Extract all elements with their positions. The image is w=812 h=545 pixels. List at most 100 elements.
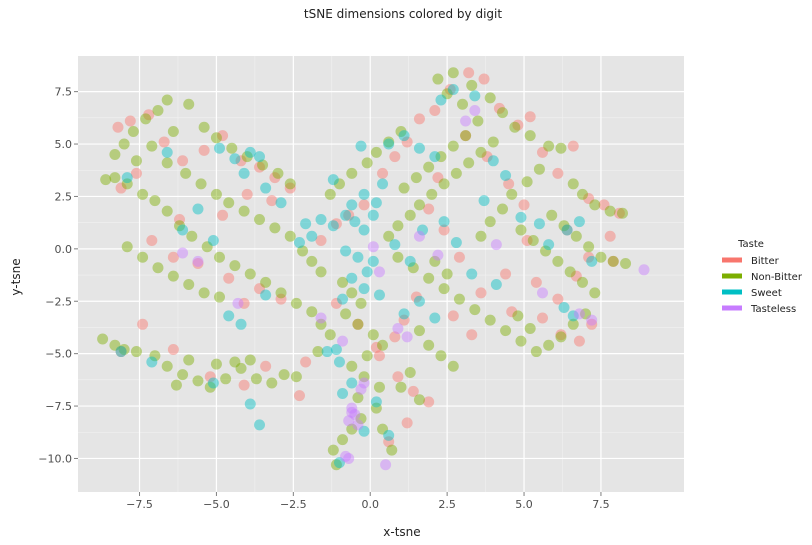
non-bitter-point [352,392,364,404]
sweet-point [429,312,441,324]
non-bitter-point [253,214,265,225]
bitter-point [401,417,413,429]
non-bitter-point [241,151,253,163]
bitter-point [583,193,595,205]
non-bitter-point [407,262,419,274]
tasteless-point [340,450,352,462]
bitter-point [423,396,435,408]
non-bitter-point [174,220,186,232]
sweet-point [244,146,256,158]
tasteless-point [192,255,204,267]
non-bitter-point [438,283,450,295]
non-bitter-point [558,220,570,232]
sweet-point [389,239,401,251]
tasteless-point [177,247,189,259]
sweet-point [306,230,318,242]
non-bitter-point [284,230,296,242]
non-bitter-point [250,373,262,385]
sweet-point [573,216,585,228]
non-bitter-point [370,402,382,414]
non-bitter-point [204,381,216,393]
non-bitter-point [235,362,247,374]
bitter-point [358,199,370,211]
non-bitter-point [413,325,425,337]
bitter-point [300,356,312,368]
bitter-point [253,283,265,295]
tasteless-point [638,264,650,276]
plot-panel [78,56,684,492]
bitter-point [478,73,490,85]
x-axis: −7.5 −5.0 −2.5 0.0 2.5 5.0 7.5 [126,492,610,511]
non-bitter-point [340,308,352,320]
y-tick-label: −7.5 [45,400,72,413]
sweet-point [223,310,235,322]
tasteless-point [343,452,355,464]
x-axis-title: x-tsne [383,525,420,539]
non-bitter-point [423,339,435,351]
non-bitter-point [521,176,533,188]
non-bitter-point [214,291,226,303]
bitter-point [573,335,585,347]
bitter-point [447,310,459,322]
non-bitter-point [423,272,435,284]
sweet-point [330,343,342,355]
sweet-point [500,169,512,181]
non-bitter-point [404,209,416,221]
sweet-point [429,151,441,163]
non-bitter-point [195,178,207,190]
bitter-point [493,102,505,114]
non-bitter-point [435,151,447,163]
bitter-point [567,140,579,152]
non-bitter-point [616,207,628,219]
non-bitter-point [377,423,389,435]
bitter-point [392,371,404,383]
non-bitter-point [392,220,404,232]
non-bitter-point [109,172,121,184]
sweet-point [337,387,349,399]
bitter-point [269,172,281,184]
bitter-point [506,306,518,318]
non-bitter-point [524,130,536,142]
sweet-point [373,289,385,301]
bitter-point [521,234,533,246]
bitter-point [158,136,170,148]
bitter-point [217,209,229,221]
y-axis: −10.0 −7.5 −5.0 −2.5 0.0 2.5 5.0 7.5 [38,86,78,465]
non-bitter-point [441,268,453,280]
sweet-point [438,216,450,228]
non-bitter-point [509,121,521,133]
non-bitter-point [426,188,438,200]
non-bitter-point [118,138,130,150]
non-bitter-point [186,230,198,242]
non-bitter-point [589,287,601,299]
non-bitter-point [290,297,302,309]
bitter-point [124,115,136,127]
legend-title: Taste [737,239,764,250]
non-bitter-point [555,142,567,154]
non-bitter-point [337,276,349,288]
sweet-point [346,272,358,284]
non-bitter-point [361,157,373,169]
sweet-point [383,138,395,150]
y-tick-label: 7.5 [55,86,73,99]
non-bitter-point [161,157,173,169]
sweet-point [358,425,370,437]
non-bitter-point [524,323,536,334]
sweet-point [466,268,478,280]
sweet-point [398,308,410,320]
non-bitter-point [540,245,552,257]
bitter-point [167,343,179,355]
non-bitter-point [210,188,222,200]
bitter-point [373,350,385,362]
bitter-point [167,251,179,263]
legend-label-bitter: Bitter [751,256,780,267]
bitter-point [586,318,598,330]
bitter-point [398,314,410,326]
tasteless-point [573,308,585,320]
non-bitter-point [530,346,542,358]
y-tick-label: −5.0 [45,348,72,361]
non-bitter-point [576,188,588,200]
bitter-point [330,218,342,230]
bitter-point [315,234,327,246]
bitter-point [598,199,610,211]
